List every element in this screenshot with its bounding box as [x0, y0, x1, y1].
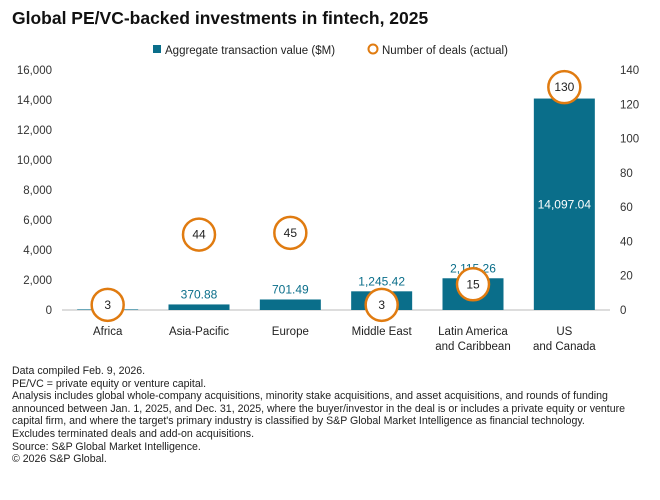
bar [168, 304, 230, 310]
x-category-label: and Caribbean [435, 341, 510, 353]
deal-count-marker [455, 267, 491, 302]
note-pe-vc-definition: PE/VC = private equity or venture capita… [12, 377, 207, 390]
bar-value-label: 14,097.04 [538, 197, 592, 211]
y-left-tick-label: 4,000 [23, 245, 52, 257]
deal-count-label: 44 [192, 228, 206, 242]
bar-value-label: 701.49 [272, 282, 309, 296]
y-right-tick-label: 80 [620, 168, 633, 180]
y-right-tick-label: 140 [620, 65, 639, 77]
x-category-label: Middle East [352, 326, 413, 338]
deal-count-label: 130 [554, 80, 574, 94]
note-analysis-scope: Analysis includes global whole-company a… [12, 390, 626, 428]
legend-marker-label: Number of deals (actual) [382, 45, 508, 57]
footnotes: Data compiled Feb. 9, 2026. PE/VC = priv… [12, 365, 648, 466]
y-left-tick-label: 14,000 [17, 95, 52, 107]
y-left-tick-label: 0 [46, 305, 52, 317]
x-category-label: Europe [272, 326, 309, 338]
deal-count-label: 15 [466, 277, 480, 291]
y-left-tick-label: 16,000 [17, 65, 52, 77]
x-category-label: US [556, 326, 572, 338]
y-right-tick-label: 20 [620, 271, 633, 283]
x-category-label: Asia-Pacific [169, 326, 229, 338]
bar [259, 299, 321, 310]
chart: 0 2,000 4,000 6,000 8,000 10,000 12,000 14,000 1… [17, 43, 639, 353]
y-right-tick-label: 120 [620, 99, 639, 111]
note-source: Source: S&P Global Market Intelligence. [12, 440, 201, 453]
y-left-tick-label: 6,000 [23, 215, 52, 227]
x-category-label: Africa [93, 326, 123, 338]
deal-count-label: 3 [104, 298, 111, 312]
y-right-tick-label: 60 [620, 202, 633, 214]
bar-value-label: 1,245.42 [358, 274, 405, 288]
legend-bar-label: Aggregate transaction value ($M) [165, 45, 335, 57]
deal-count-marker [90, 287, 125, 323]
deal-count-label: 45 [284, 226, 298, 240]
y-right-tick-label: 40 [620, 236, 633, 248]
y-left-tick-label: 2,000 [23, 275, 52, 287]
deal-count-marker [364, 287, 399, 323]
deal-count-label: 3 [378, 298, 385, 312]
y-left-tick-label: 10,000 [17, 155, 52, 167]
legend-bar-swatch [153, 45, 161, 53]
y-left-tick-label: 12,000 [17, 125, 52, 137]
y-left-tick-label: 8,000 [23, 185, 52, 197]
x-category-label: Latin America [438, 326, 508, 338]
legend-marker-swatch [367, 43, 379, 55]
bar [533, 98, 595, 310]
note-data-compiled: Data compiled Feb. 9, 2026. [12, 365, 146, 377]
deal-count-marker [547, 69, 582, 105]
x-category-label: and Canada [533, 341, 596, 353]
chart-title: Global PE/VC-backed investments in finte… [12, 8, 429, 28]
y-right-tick-label: 0 [620, 305, 626, 317]
bar-value-label: 370.88 [181, 287, 218, 301]
deal-count-marker [181, 217, 217, 252]
note-exclusions: Excludes terminated deals and add-on acq… [12, 427, 255, 440]
deal-count-marker [273, 215, 308, 251]
note-copyright: © 2026 S&P Global. [12, 453, 107, 466]
y-right-tick-label: 100 [620, 134, 639, 146]
